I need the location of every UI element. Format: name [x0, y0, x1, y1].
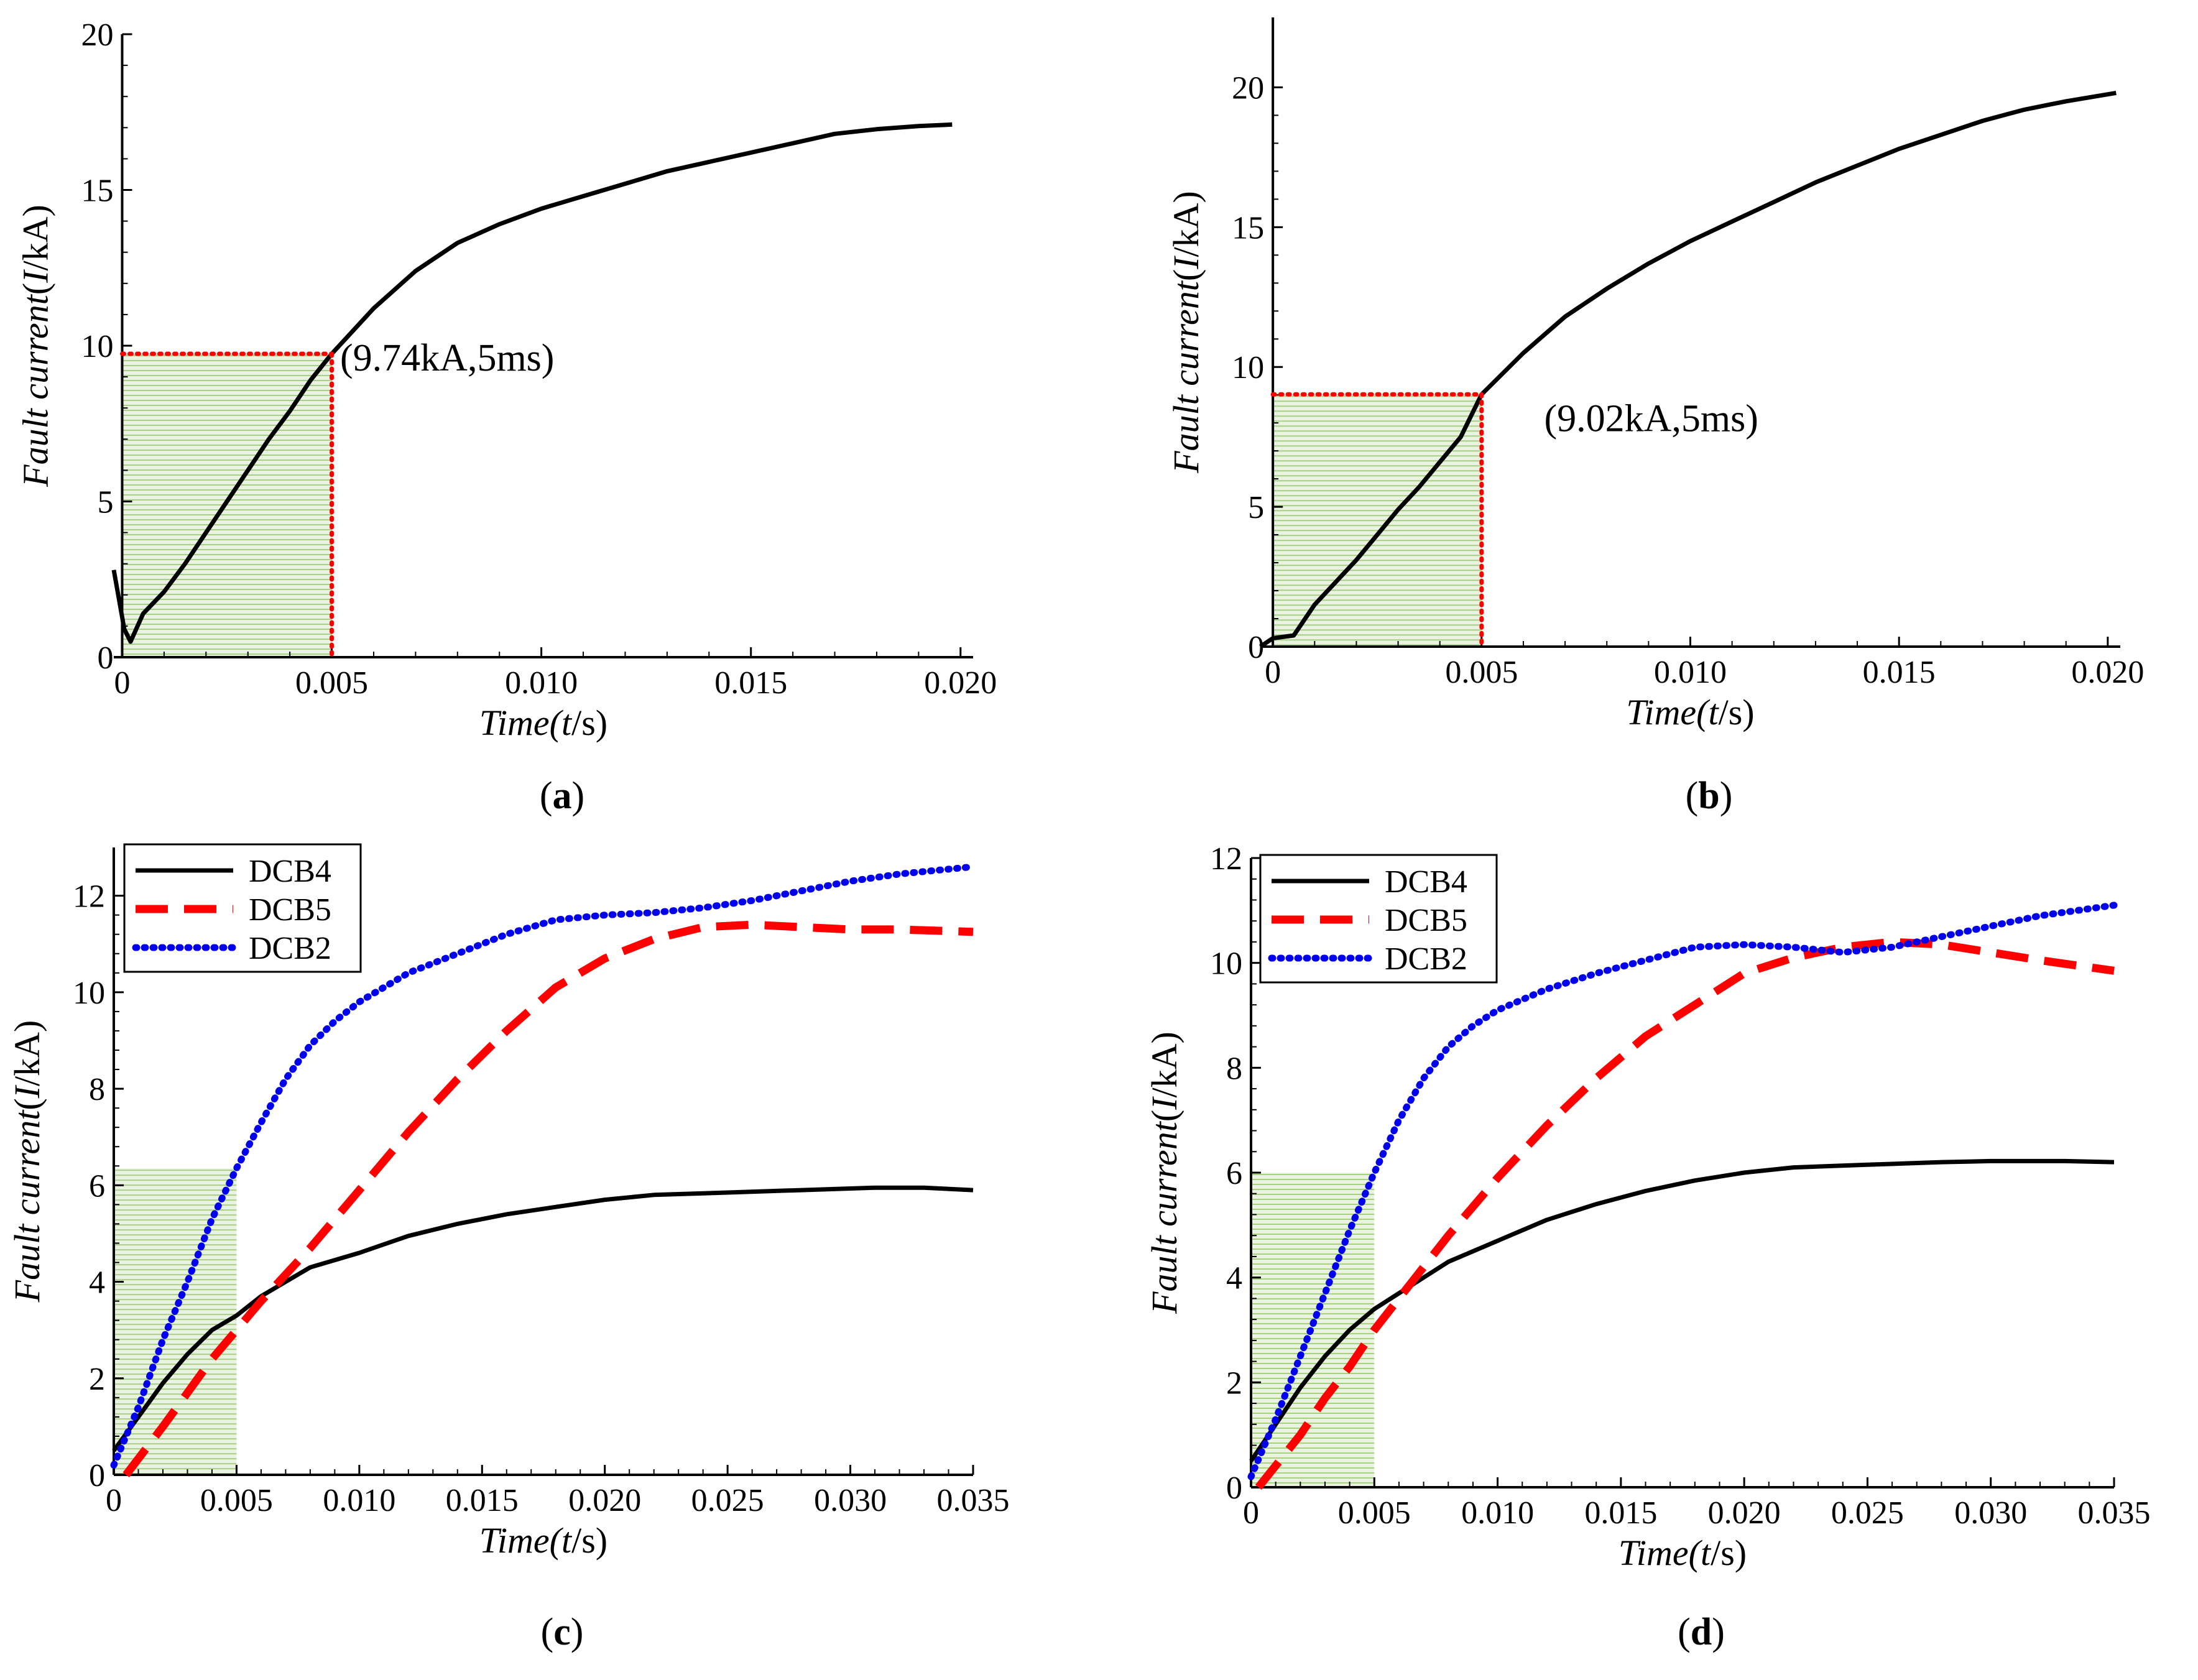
y-tick-label: 5	[1248, 490, 1264, 525]
y-axis-title: Fault current(I/kA)	[15, 205, 55, 487]
y-tick-label: 5	[97, 485, 113, 520]
y-tick-label: 0	[1226, 1470, 1242, 1506]
y-tick-label: 10	[73, 976, 105, 1011]
x-tick-label: 0.020	[924, 665, 997, 701]
y-axis-title: Fault current(I/kA)	[1166, 191, 1206, 474]
x-tick-label: 0.005	[1338, 1495, 1411, 1531]
chart-panel-c: 0 0.005 0.010 0.015 0.020 0.025 0.030 0.035 0 2 4 6…	[7, 843, 1010, 1653]
x-tick-label: 0.015	[1863, 655, 1936, 690]
y-tick-label: 8	[1226, 1051, 1242, 1086]
y-axis-title: Fault current(I/kA)	[1144, 1032, 1184, 1314]
x-tick-label: 0.015	[714, 665, 787, 701]
shaded-region	[1273, 394, 1482, 647]
y-tick-label: 6	[89, 1168, 105, 1204]
marker-lines	[119, 351, 335, 660]
y-tick-label: 12	[73, 879, 105, 915]
x-tick-label: 0.020	[1708, 1495, 1781, 1531]
x-tick-label: 0.015	[1584, 1495, 1657, 1531]
x-tick-label: 0.015	[446, 1483, 519, 1518]
legend-label-dcb4: DCB4	[249, 854, 331, 889]
panel-label: (c)	[541, 1611, 584, 1653]
x-tick-label: 0.010	[323, 1483, 395, 1518]
y-tick-label: 4	[1226, 1261, 1242, 1296]
series-line-dcb4	[112, 1185, 974, 1452]
annotation-label: (9.02kA,5ms)	[1545, 398, 1758, 440]
y-tick-label: 15	[1232, 210, 1264, 246]
x-tick-label: 0	[1243, 1495, 1259, 1531]
x-tick-label: 0	[114, 665, 130, 701]
x-tick-label: 0.020	[568, 1483, 641, 1518]
x-tick-label: 0.010	[1461, 1495, 1534, 1531]
legend-label-dcb5: DCB5	[1385, 903, 1467, 938]
y-tick-label: 15	[81, 173, 113, 209]
legend-label-dcb5: DCB5	[249, 892, 331, 928]
legend-label-dcb2: DCB2	[1385, 941, 1467, 977]
x-tick-label: 0	[106, 1483, 122, 1518]
y-tick-label: 0	[97, 640, 113, 676]
legend-label-dcb4: DCB4	[1385, 864, 1467, 900]
series-line-dcb5	[122, 920, 974, 1477]
y-tick-label: 10	[81, 329, 113, 364]
y-tick-label: 4	[89, 1265, 105, 1301]
series-line-fault-current	[1259, 90, 2117, 648]
y-tick-label: 2	[1226, 1365, 1242, 1401]
y-tick-label: 8	[89, 1072, 105, 1107]
y-tick-label: 10	[1232, 350, 1264, 385]
chart-panel-d: 0 0.005 0.010 0.015 0.020 0.025 0.030 0.035 0 2 4 6…	[1144, 841, 2151, 1653]
series-line-dcb4	[1249, 1158, 2115, 1462]
x-tick-label: 0.025	[691, 1483, 764, 1518]
chart-panel-a: 0 0.005 0.010 0.015 0.020 0 5 10 15 20 Time(t/s) Fa…	[15, 17, 997, 817]
x-tick-label: 0.035	[2078, 1495, 2151, 1531]
x-tick-label: 0	[1265, 655, 1281, 690]
y-tick-label: 20	[1232, 70, 1264, 106]
series-line-dcb5	[1255, 938, 2115, 1490]
chart-panel-b: 0 0.005 0.010 0.015 0.02005101520Time(t/s)Fa…	[1166, 17, 2144, 817]
y-tick-label: 6	[1226, 1156, 1242, 1191]
x-tick-label: 0.005	[1445, 655, 1518, 690]
x-axis-title: Time(t/s)	[479, 703, 607, 743]
panel-label: (a)	[540, 775, 584, 817]
x-tick-label: 0.030	[1954, 1495, 2027, 1531]
annotation-label: (9.74kA,5ms)	[340, 337, 554, 379]
x-tick-label: 0.035	[937, 1483, 1010, 1518]
legend-label-dcb2: DCB2	[249, 931, 331, 966]
y-tick-label: 12	[1210, 841, 1242, 877]
x-tick-label: 0.010	[505, 665, 578, 701]
panel-label: (b)	[1686, 775, 1733, 817]
x-tick-label: 0.010	[1654, 655, 1727, 690]
x-tick-label: 0.025	[1831, 1495, 1904, 1531]
x-tick-label: 0.005	[295, 665, 368, 701]
series-line-fault-current	[111, 122, 953, 644]
x-axis-title: Time(t/s)	[479, 1520, 607, 1561]
y-axis-title: Fault current(I/kA)	[7, 1020, 47, 1303]
x-tick-label: 0.005	[200, 1483, 273, 1518]
x-axis-title: Time(t/s)	[1626, 692, 1754, 732]
x-tick-label: 0.030	[814, 1483, 887, 1518]
series-line-dcb2	[1247, 902, 2118, 1480]
panel-label: (d)	[1678, 1611, 1725, 1653]
x-axis-title: Time(t/s)	[1618, 1533, 1747, 1573]
x-tick-label: 0.020	[2071, 655, 2144, 690]
y-tick-label: 20	[81, 17, 113, 53]
y-tick-label: 10	[1210, 946, 1242, 982]
series-line-dcb2	[110, 863, 977, 1469]
y-tick-label: 2	[89, 1362, 105, 1397]
y-tick-label: 0	[89, 1458, 105, 1493]
marker-lines	[1270, 392, 1484, 649]
